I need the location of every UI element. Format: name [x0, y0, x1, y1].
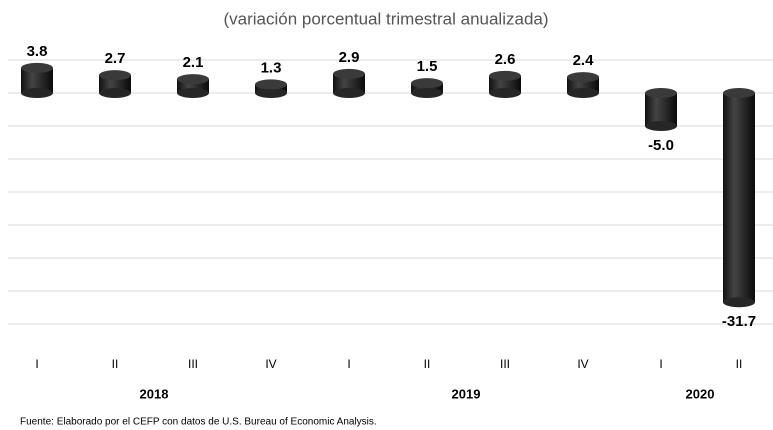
bar — [255, 79, 287, 98]
bar-body — [645, 93, 677, 126]
bar-bottom — [567, 88, 599, 98]
bar — [411, 78, 443, 98]
bar-bottom — [723, 297, 755, 308]
x-tick-label: I — [35, 357, 38, 371]
bar-top — [645, 88, 677, 98]
bar-body — [99, 75, 131, 93]
value-label: 3.8 — [27, 43, 48, 60]
group-label: 2018 — [140, 386, 169, 401]
bar-body — [723, 93, 755, 303]
x-tick-label: I — [347, 357, 350, 371]
x-tick-label: IV — [577, 357, 588, 371]
x-tick-label: I — [659, 357, 662, 371]
bar — [723, 88, 755, 308]
bar-top — [333, 68, 365, 79]
bar-top — [177, 74, 209, 85]
value-label: 2.6 — [495, 51, 516, 68]
value-label: -5.0 — [648, 137, 674, 154]
bar — [21, 62, 53, 98]
bar-top — [99, 70, 131, 81]
bar — [489, 70, 521, 98]
bar-bottom — [177, 88, 209, 98]
bar-top — [411, 78, 443, 89]
value-label: -31.7 — [722, 313, 756, 330]
bar — [177, 74, 209, 98]
bar-top — [723, 88, 755, 98]
bar-bottom — [255, 88, 287, 98]
value-label: 1.3 — [261, 59, 282, 76]
group-label: 2019 — [452, 386, 481, 401]
bar-bottom — [333, 88, 365, 98]
group-label: 2020 — [686, 386, 715, 401]
value-label: 2.1 — [183, 54, 204, 71]
bar-top — [255, 79, 287, 90]
x-tick-label: IV — [265, 357, 276, 371]
x-tick-label: II — [736, 357, 743, 371]
x-tick-label: III — [188, 357, 198, 371]
value-label: 2.4 — [573, 52, 595, 69]
bar-bottom — [645, 121, 677, 131]
bar-bottom — [411, 88, 443, 98]
x-tick-label: III — [500, 357, 510, 371]
value-label: 2.9 — [339, 49, 360, 66]
bar — [645, 88, 677, 131]
value-label: 1.5 — [417, 58, 438, 75]
bar-top — [489, 70, 521, 81]
x-tick-label: II — [424, 357, 431, 371]
x-tick-label: II — [112, 357, 119, 371]
bar-top — [21, 62, 53, 73]
bar-top — [567, 72, 599, 83]
bar-bottom — [489, 88, 521, 98]
value-label: 2.7 — [105, 50, 126, 67]
bar — [333, 68, 365, 98]
bar-bottom — [21, 88, 53, 98]
bar-body — [333, 73, 365, 93]
bar — [99, 70, 131, 98]
source-note: Fuente: Elaborado por el CEFP con datos … — [20, 417, 377, 428]
bar-bottom — [99, 88, 131, 98]
chart-title: (variación porcentual trimestral anualiz… — [223, 9, 548, 28]
bar — [567, 72, 599, 98]
